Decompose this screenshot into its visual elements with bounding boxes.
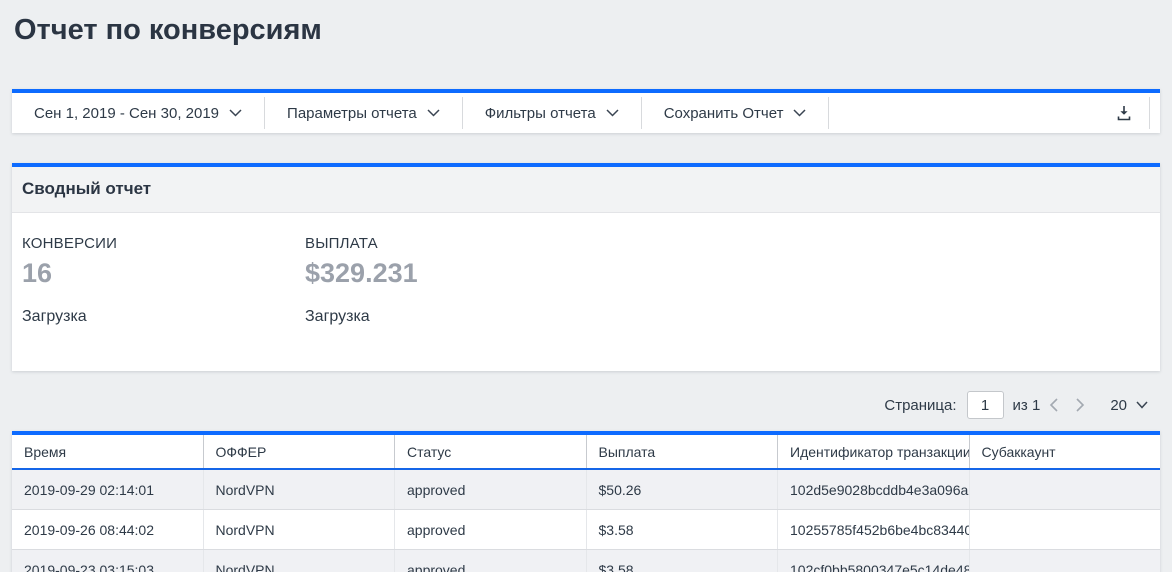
page-of-label: из 1 (1012, 396, 1041, 414)
page-size-value: 20 (1110, 396, 1127, 414)
save-report-dropdown[interactable]: Сохранить Отчет (642, 93, 829, 133)
download-button[interactable] (1099, 93, 1149, 133)
report-options-label: Параметры отчета (287, 104, 417, 122)
divider (828, 97, 830, 129)
cell-status: approved (395, 550, 587, 572)
report-options-dropdown[interactable]: Параметры отчета (265, 93, 462, 133)
divider (264, 97, 266, 129)
report-toolbar: Сен 1, 2019 - Сен 30, 2019 Параметры отч… (12, 89, 1160, 133)
toolbar-spacer (829, 93, 1099, 133)
chevron-down-icon (793, 109, 806, 117)
chevron-down-icon (229, 109, 242, 117)
cell-subaccount (970, 550, 1161, 572)
cell-time: 2019-09-29 02:14:01 (12, 470, 204, 509)
next-page-button[interactable] (1067, 398, 1094, 412)
chevron-down-icon (606, 109, 619, 117)
table-body: 2019-09-29 02:14:01 NordVPN approved $50… (12, 470, 1160, 572)
chevron-down-icon (427, 109, 440, 117)
column-header-payout: Выплата (587, 435, 778, 468)
cell-offer: NordVPN (204, 470, 395, 509)
cell-transaction-id: 102d5e9028bcddb4e3a096a2 (778, 470, 970, 509)
table-row: 2019-09-23 03:15:03 NordVPN approved $3.… (12, 550, 1160, 572)
page-size-dropdown[interactable]: 20 (1110, 397, 1148, 414)
cell-subaccount (970, 470, 1161, 509)
summary-panel-title: Сводный отчет (12, 167, 1160, 213)
column-header-transaction-id: Идентификатор транзакции (778, 435, 970, 468)
divider (461, 97, 463, 129)
divider (1149, 97, 1150, 129)
date-range-dropdown[interactable]: Сен 1, 2019 - Сен 30, 2019 (12, 93, 264, 133)
chevron-left-icon (1049, 398, 1058, 412)
conversions-report-page: Отчет по конверсиям Сен 1, 2019 - Сен 30… (0, 12, 1172, 572)
chevron-down-icon (1136, 401, 1148, 409)
table-header-row: Время ОФФЕР Статус Выплата Идентификатор… (12, 435, 1160, 470)
stat-label: ВЫПЛАТА (305, 235, 378, 252)
page-title: Отчет по конверсиям (14, 14, 322, 46)
stat-payout: ВЫПЛАТА $329.231 Загрузка (305, 235, 588, 371)
page-number-input[interactable] (966, 391, 1004, 419)
cell-payout: $3.58 (587, 510, 778, 549)
stat-loading-text: Загрузка (22, 308, 87, 325)
cell-status: approved (395, 470, 587, 509)
report-filters-dropdown[interactable]: Фильтры отчета (463, 93, 641, 133)
stat-value: $329.231 (305, 258, 418, 288)
chevron-right-icon (1076, 398, 1085, 412)
stat-conversions: КОНВЕРСИИ 16 Загрузка (22, 235, 305, 371)
cell-subaccount (970, 510, 1161, 549)
toolbar-edge-pad (1150, 93, 1160, 133)
report-filters-label: Фильтры отчета (484, 104, 596, 122)
save-report-label: Сохранить Отчет (663, 104, 784, 122)
column-header-status: Статус (395, 435, 587, 468)
summary-panel-body: КОНВЕРСИИ 16 Загрузка ВЫПЛАТА $329.231 З… (12, 213, 1160, 371)
stat-loading-text: Загрузка (305, 308, 370, 325)
stat-value: 16 (22, 258, 53, 288)
cell-payout: $3.58 (587, 550, 778, 572)
stat-label: КОНВЕРСИИ (22, 235, 118, 252)
conversions-table: Время ОФФЕР Статус Выплата Идентификатор… (12, 431, 1160, 572)
column-header-offer: ОФФЕР (204, 435, 395, 468)
date-range-label: Сен 1, 2019 - Сен 30, 2019 (34, 104, 220, 122)
cell-time: 2019-09-23 03:15:03 (12, 550, 204, 572)
previous-page-button[interactable] (1040, 398, 1067, 412)
cell-time: 2019-09-26 08:44:02 (12, 510, 204, 549)
page-label: Страница: (884, 396, 957, 414)
cell-offer: NordVPN (204, 510, 395, 549)
column-header-subaccount: Субаккаунт (981, 443, 1056, 460)
download-icon (1115, 104, 1133, 122)
divider (640, 97, 642, 129)
cell-status: approved (395, 510, 587, 549)
cell-transaction-id: 10255785f452b6be4bc83440 (778, 510, 970, 549)
summary-panel: Сводный отчет КОНВЕРСИИ 16 Загрузка ВЫПЛ… (12, 163, 1160, 371)
cell-payout: $50.26 (587, 470, 778, 509)
table-row: 2019-09-26 08:44:02 NordVPN approved $3.… (12, 510, 1160, 550)
cell-offer: NordVPN (204, 550, 395, 572)
table-row: 2019-09-29 02:14:01 NordVPN approved $50… (12, 470, 1160, 510)
cell-transaction-id: 102cf0bb5800347e5c14de48 (778, 550, 970, 572)
pagination-bar: Страница: из 1 20 (12, 391, 1160, 419)
column-header-time: Время (12, 435, 204, 468)
